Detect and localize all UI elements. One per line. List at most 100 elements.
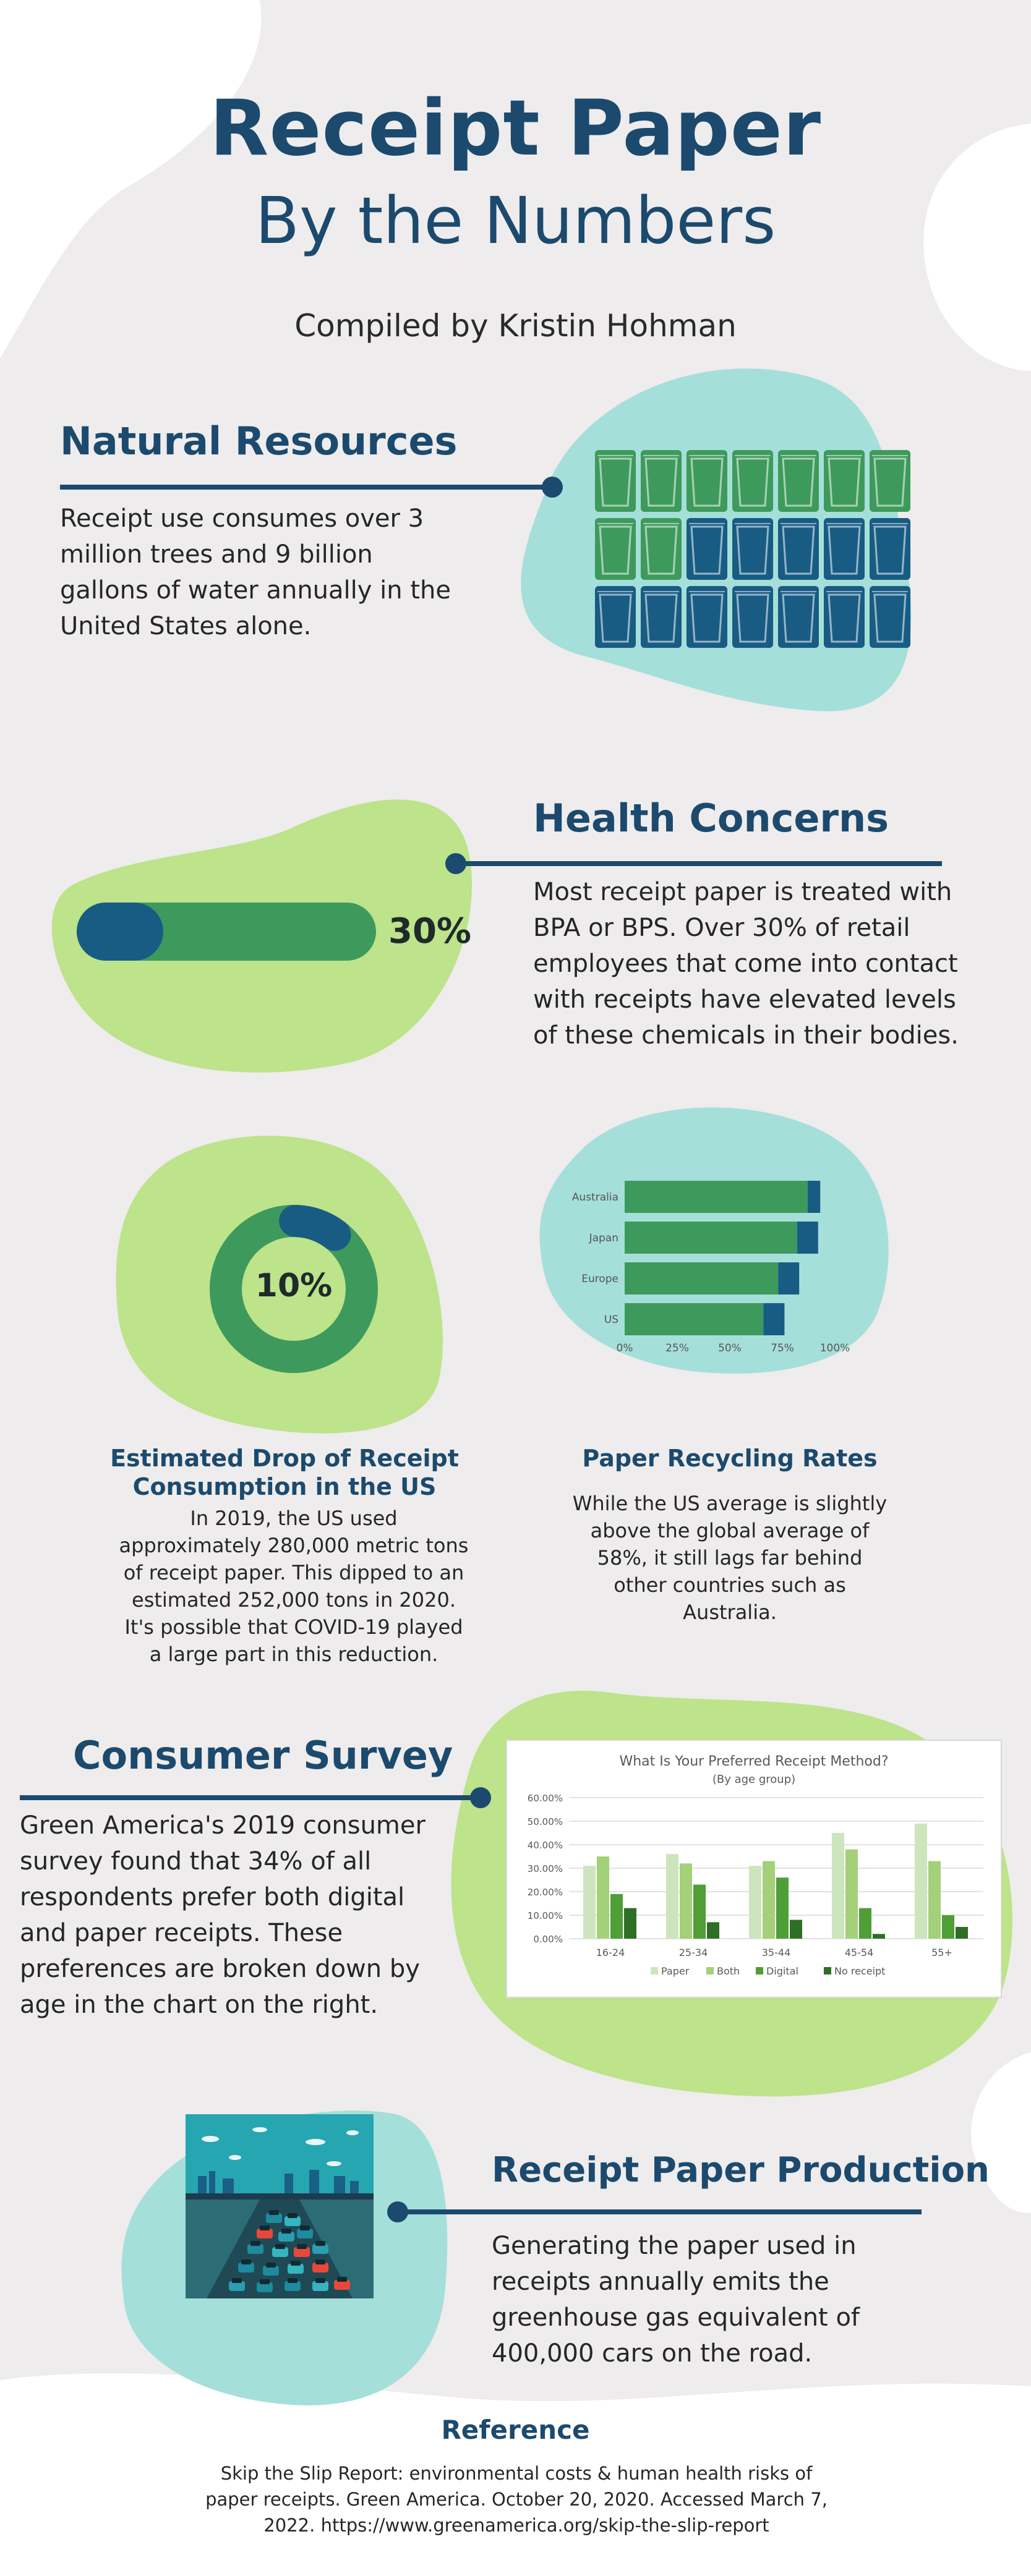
- car-icon: [257, 2279, 273, 2292]
- page-title: Receipt Paper: [209, 84, 822, 173]
- car-icon: [334, 2277, 350, 2290]
- survey-bar: [915, 1823, 927, 1939]
- car-icon: [238, 2259, 254, 2272]
- recycling-bar: [763, 1303, 785, 1335]
- page-subtitle: By the Numbers: [255, 183, 776, 258]
- water-glass-icon: [641, 450, 682, 512]
- car-icon: [284, 2278, 301, 2291]
- car-icon: [284, 2213, 301, 2226]
- survey-bar: [776, 1877, 789, 1939]
- survey-y-tick: 50.00%: [528, 1816, 563, 1827]
- water-glass-icon: [824, 586, 865, 648]
- car-icon: [229, 2278, 245, 2291]
- car-icon: [294, 2244, 310, 2257]
- water-glass-icon: [687, 518, 727, 580]
- survey-legend-swatch: [651, 1967, 658, 1975]
- consumption-heading: Estimated Drop of Receipt Consumption in…: [110, 1445, 459, 1500]
- survey-y-tick: 30.00%: [528, 1863, 563, 1874]
- water-glass-icon: [778, 450, 819, 512]
- health-percent-label: 30%: [388, 911, 472, 951]
- car-icon: [257, 2225, 273, 2238]
- traffic-city-illustration: [186, 2114, 374, 2298]
- survey-bar: [693, 1884, 706, 1939]
- survey-bar: [749, 1866, 761, 1939]
- preferred-receipt-method-chart: What Is Your Preferred Receipt Method? (B…: [528, 1754, 983, 1977]
- car-icon: [247, 2241, 263, 2254]
- water-glass-icon: [595, 586, 636, 648]
- water-glass-icon: [687, 586, 727, 648]
- survey-legend-swatch: [824, 1967, 831, 1975]
- car-icon: [263, 2263, 279, 2276]
- water-glass-icon: [595, 518, 636, 580]
- survey-x-tick: 16-24: [596, 1947, 625, 1958]
- survey-y-tick: 40.00%: [528, 1840, 563, 1851]
- recycling-category-label: US: [604, 1314, 618, 1326]
- car-icon: [272, 2244, 288, 2257]
- recycling-bar: [797, 1222, 818, 1254]
- byline: Compiled by Kristin Hohman: [294, 308, 737, 344]
- water-glass-icon: [870, 586, 910, 648]
- connector-line: [60, 485, 555, 490]
- water-glass-icon: [778, 586, 819, 648]
- recycling-text: While the US average is slightly above t…: [572, 1492, 888, 1624]
- survey-bar: [583, 1866, 596, 1939]
- water-glass-icon: [732, 518, 773, 580]
- survey-bar: [666, 1854, 678, 1939]
- car-icons: [229, 2210, 350, 2292]
- donut-segment: [279, 1205, 351, 1251]
- survey-bar: [624, 1908, 636, 1939]
- water-glasses-grid: [595, 450, 910, 648]
- survey-x-tick: 25-34: [679, 1947, 708, 1958]
- recycling-rates-chart: Australia Japan Europe US 0% 25% 50% 75% 100%: [572, 1181, 850, 1354]
- car-icon: [266, 2210, 282, 2223]
- connector-line: [396, 2209, 922, 2214]
- survey-bar: [873, 1934, 885, 1939]
- consumption-text: In 2019, the US used approximately 280,0…: [119, 1507, 469, 1666]
- water-glass-icon: [824, 518, 865, 580]
- progress-bar-track: [77, 903, 376, 961]
- water-glass-icon: [687, 450, 727, 512]
- recycling-bar: [625, 1262, 779, 1294]
- connector-dot: [387, 2201, 408, 2222]
- survey-bar: [845, 1849, 858, 1939]
- recycling-bar: [778, 1262, 800, 1294]
- survey-y-tick: 20.00%: [528, 1887, 563, 1898]
- consumer-survey-heading: Consumer Survey: [73, 1733, 453, 1778]
- survey-bar: [597, 1856, 609, 1939]
- consumer-survey-text: Green America's 2019 consumer survey fou…: [20, 1811, 426, 2019]
- car-icon: [312, 2278, 328, 2291]
- natural-resources-heading: Natural Resources: [60, 419, 458, 464]
- survey-legend-label: Paper: [661, 1965, 690, 1977]
- survey-chart-subtitle: (By age group): [712, 1773, 795, 1786]
- survey-legend-label: Digital: [766, 1965, 798, 1977]
- connector-dot: [470, 1787, 491, 1808]
- survey-legend-swatch: [706, 1967, 714, 1975]
- car-icon: [297, 2225, 313, 2238]
- recycling-category-label: Europe: [581, 1273, 618, 1285]
- consumption-donut-chart: [210, 1205, 378, 1373]
- water-glass-icon: [641, 586, 682, 648]
- recycling-category-label: Australia: [572, 1191, 618, 1204]
- water-glass-icon: [732, 450, 773, 512]
- health-concerns-heading: Health Concerns: [533, 796, 889, 841]
- recycling-bar: [625, 1181, 808, 1213]
- survey-y-tick: 10.00%: [528, 1910, 563, 1921]
- recycling-bar: [625, 1303, 764, 1335]
- survey-bar: [707, 1922, 719, 1939]
- recycling-tick-label: 50%: [718, 1342, 742, 1354]
- water-glass-icon: [870, 518, 910, 580]
- survey-bar: [928, 1861, 941, 1939]
- health-concerns-text: Most receipt paper is treated with BPA o…: [533, 878, 959, 1050]
- consumption-percent-label: 10%: [255, 1267, 333, 1304]
- survey-x-tick: 45-54: [845, 1947, 874, 1958]
- survey-chart-title: What Is Your Preferred Receipt Method?: [619, 1754, 888, 1769]
- car-icon: [312, 2241, 328, 2254]
- recycling-tick-label: 0%: [617, 1342, 633, 1354]
- reference-text: Skip the Slip Report: environmental cost…: [205, 2463, 828, 2536]
- water-glass-icon: [732, 586, 773, 648]
- survey-legend-label: No receipt: [834, 1965, 885, 1977]
- survey-bar: [859, 1908, 871, 1939]
- recycling-bar: [625, 1222, 797, 1254]
- survey-legend-label: Both: [717, 1965, 740, 1977]
- receipt-production-heading: Receipt Paper Production: [492, 2150, 990, 2190]
